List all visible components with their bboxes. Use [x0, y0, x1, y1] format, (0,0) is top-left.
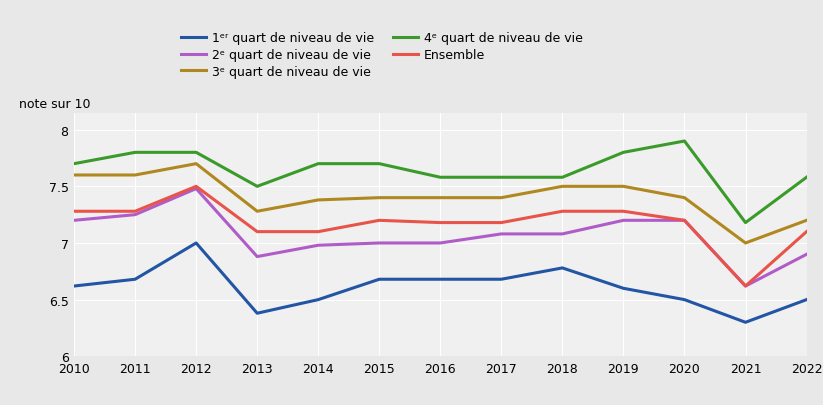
Text: note sur 10: note sur 10	[19, 98, 91, 111]
Legend: 1ᵉʳ quart de niveau de vie, 2ᵉ quart de niveau de vie, 3ᵉ quart de niveau de vie: 1ᵉʳ quart de niveau de vie, 2ᵉ quart de …	[175, 27, 588, 84]
